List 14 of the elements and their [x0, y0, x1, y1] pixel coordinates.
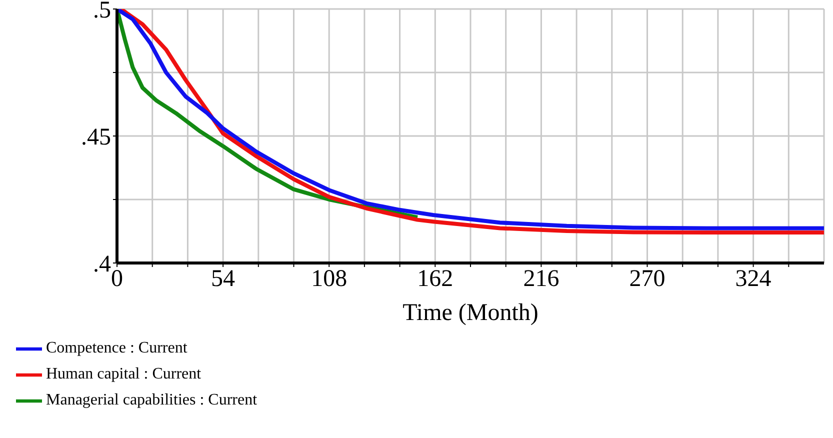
- legend-label: Managerial capabilities : Current: [46, 392, 258, 409]
- x-tick-label: 108: [311, 266, 348, 292]
- x-tick-label: 0: [111, 266, 123, 292]
- x-tick-label: 216: [523, 266, 560, 292]
- legend-label: Competence : Current: [46, 340, 188, 357]
- y-tick-label: .45: [81, 124, 111, 151]
- x-tick-label: 162: [417, 266, 454, 292]
- y-tick-label: .4: [93, 252, 111, 278]
- legend-label: Human capital : Current: [46, 366, 202, 383]
- x-tick-label: 54: [211, 266, 236, 292]
- x-axis-title: Time (Month): [402, 300, 540, 327]
- x-tick-label: 324: [735, 266, 772, 292]
- x-tick-label: 270: [629, 266, 666, 292]
- y-tick-label: .5: [93, 0, 111, 24]
